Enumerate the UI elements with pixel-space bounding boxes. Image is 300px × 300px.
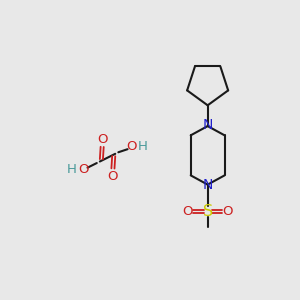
Text: H: H xyxy=(67,163,77,176)
Text: O: O xyxy=(97,133,107,146)
Text: S: S xyxy=(202,204,213,219)
Text: O: O xyxy=(182,205,193,218)
Text: N: N xyxy=(202,178,213,192)
Text: O: O xyxy=(126,140,137,153)
Text: O: O xyxy=(108,169,118,183)
Text: H: H xyxy=(138,140,148,153)
Text: O: O xyxy=(222,205,233,218)
Text: O: O xyxy=(78,164,89,176)
Text: N: N xyxy=(202,118,213,132)
